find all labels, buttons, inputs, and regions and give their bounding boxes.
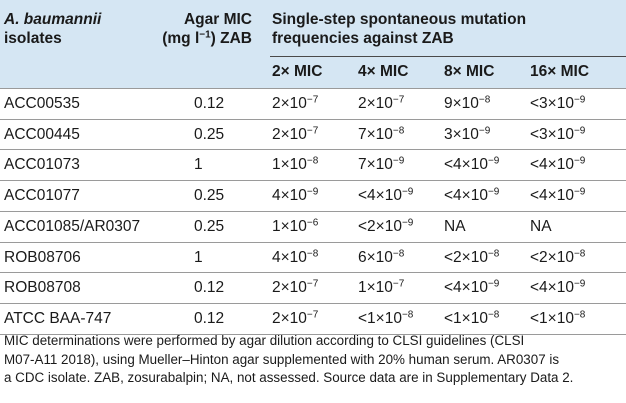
frequency-cell: 6×10−8: [358, 248, 405, 266]
row-divider: [0, 180, 626, 182]
frequency-cell: 7×10−8: [358, 125, 405, 143]
subcol-4x-mic: 4× MIC: [358, 63, 409, 80]
isolates-label: isolates: [4, 30, 62, 47]
frequency-cell: 2×10−7: [358, 94, 405, 112]
frequency-header-line1: Single-step spontaneous mutation: [272, 11, 527, 28]
frequency-cell: <4×10−9: [530, 155, 586, 174]
frequency-header-line2: frequencies against ZAB: [272, 30, 454, 47]
frequency-cell: 2×10−7: [272, 278, 319, 297]
mic-cell: 0.12: [194, 279, 225, 297]
isolate-cell: ROB08708: [4, 279, 81, 297]
mic-cell: 0.25: [194, 217, 225, 235]
row-divider: [0, 88, 626, 89]
frequency-cell: <1×10−8: [444, 309, 500, 327]
isolate-cell: ACC00445: [4, 125, 80, 143]
frequency-cell: <3×10−9: [530, 94, 586, 112]
mic-cell: 0.25: [194, 125, 225, 143]
mic-header-line1: Agar MIC: [183, 11, 252, 28]
frequency-cell: 2×10−7: [272, 94, 319, 112]
isolate-cell: ACC00535: [4, 95, 80, 112]
frequency-cell: <4×10−9: [530, 186, 586, 205]
mic-cell: 1: [194, 248, 203, 266]
isolate-cell: ATCC BAA-747: [4, 309, 112, 327]
frequency-cell: 1×10−6: [272, 217, 319, 235]
frequency-cell: <2×10−8: [444, 248, 500, 266]
frequency-cell: <4×10−9: [444, 186, 500, 205]
mic-cell: 0.12: [194, 95, 225, 112]
frequency-cell: <1×10−8: [530, 309, 586, 327]
frequency-cell: <1×10−8: [358, 309, 414, 327]
row-divider: [0, 210, 626, 212]
row-divider: [0, 333, 626, 335]
frequency-header: Single-step spontaneous mutation frequen…: [272, 10, 526, 48]
frequency-cell: 4×10−9: [272, 186, 319, 205]
subcol-2x-mic: 2× MIC: [272, 63, 323, 80]
frequency-cell: 7×10−9: [358, 155, 405, 174]
header-divider: [270, 56, 626, 57]
isolate-cell: ACC01077: [4, 187, 80, 205]
table-header: [0, 0, 626, 88]
mic-cell: 0.12: [194, 309, 225, 327]
subcol-8x-mic: 8× MIC: [444, 63, 495, 80]
frequency-cell: 4×10−8: [272, 248, 319, 266]
table-footnote: MIC determinations were performed by aga…: [4, 332, 622, 388]
frequency-cell: 3×10−9: [444, 125, 491, 143]
frequency-cell: NA: [530, 217, 552, 235]
frequency-cell: 2×10−7: [272, 309, 319, 327]
frequency-cell: 1×10−7: [358, 278, 405, 297]
frequency-cell: <4×10−9: [444, 155, 500, 174]
footnote-line: M07-A11 2018), using Mueller–Hinton agar…: [4, 351, 560, 367]
frequency-cell: NA: [444, 217, 466, 235]
row-divider: [0, 302, 626, 304]
mic-cell: 1: [194, 156, 203, 174]
organism-name: A. baumannii: [4, 11, 102, 28]
isolate-cell: ROB08706: [4, 248, 81, 266]
row-divider: [0, 118, 626, 120]
frequency-cell: <4×10−9: [444, 278, 500, 297]
frequency-cell: <4×10−9: [358, 186, 414, 205]
isolate-cell: ACC01085/AR0307: [4, 217, 141, 235]
footnote-line: a CDC isolate. ZAB, zosurabalpin; NA, no…: [4, 370, 574, 385]
frequency-cell: <4×10−9: [530, 278, 586, 297]
frequency-cell: 9×10−8: [444, 94, 491, 112]
subcol-16x-mic: 16× MIC: [530, 63, 590, 80]
row-divider: [0, 241, 626, 243]
mic-header: Agar MIC (mg l−1) ZAB: [148, 10, 252, 48]
row-divider: [0, 149, 626, 151]
frequency-cell: 1×10−8: [272, 155, 319, 174]
frequency-cell: <3×10−9: [530, 125, 586, 143]
frequency-cell: 2×10−7: [272, 125, 319, 143]
mic-cell: 0.25: [194, 187, 225, 205]
mic-header-line2: (mg l−1) ZAB: [162, 29, 252, 47]
frequency-cell: <2×10−9: [358, 217, 414, 235]
isolates-header: A. baumannii isolates: [4, 10, 101, 48]
frequency-cell: <2×10−8: [530, 248, 586, 266]
isolate-cell: ACC01073: [4, 156, 80, 174]
footnote-line: MIC determinations were performed by aga…: [4, 333, 525, 348]
row-divider: [0, 272, 626, 274]
